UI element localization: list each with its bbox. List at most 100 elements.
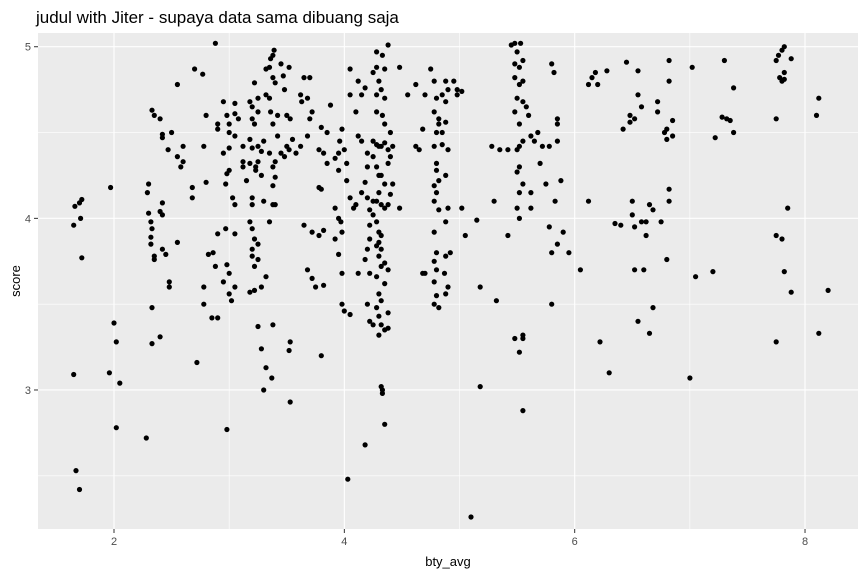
data-point: [666, 186, 672, 192]
data-point: [655, 109, 661, 115]
data-point: [270, 121, 276, 127]
data-point: [278, 150, 284, 156]
data-point: [543, 181, 549, 187]
data-point: [376, 190, 382, 196]
data-point: [405, 92, 411, 98]
data-point: [332, 205, 338, 211]
data-point: [336, 150, 342, 156]
data-point: [189, 184, 195, 191]
data-point: [374, 92, 380, 98]
data-point: [382, 66, 388, 72]
data-point: [149, 107, 155, 113]
data-point: [247, 289, 253, 295]
data-point: [727, 117, 733, 124]
data-point: [643, 219, 649, 225]
data-point: [520, 408, 526, 414]
data-point: [157, 334, 163, 340]
data-point: [251, 80, 258, 86]
data-point: [635, 318, 641, 324]
data-point: [232, 133, 238, 139]
data-point: [230, 195, 236, 201]
data-point: [269, 375, 275, 381]
data-point: [439, 129, 445, 136]
data-point: [359, 138, 365, 144]
data-point: [374, 109, 380, 115]
data-point: [431, 78, 437, 84]
x-tick-label: 2: [111, 536, 117, 548]
data-point: [378, 322, 384, 328]
data-point: [413, 143, 419, 149]
data-point: [205, 251, 211, 257]
data-point: [178, 164, 184, 170]
data-point: [773, 116, 779, 122]
data-point: [378, 87, 384, 93]
data-point: [353, 109, 359, 115]
data-point: [382, 121, 388, 127]
data-point: [658, 219, 664, 225]
data-point: [781, 269, 787, 275]
data-point: [316, 232, 322, 239]
data-point: [224, 171, 230, 177]
data-point: [367, 270, 373, 276]
data-point: [212, 40, 218, 46]
data-point: [318, 124, 324, 130]
data-point: [546, 224, 552, 230]
data-point: [512, 109, 518, 115]
data-point: [721, 57, 728, 64]
data-point: [382, 281, 388, 287]
data-point: [537, 160, 543, 166]
data-point: [554, 121, 561, 127]
data-point: [370, 138, 376, 144]
data-point: [775, 52, 782, 58]
data-point: [272, 202, 278, 208]
data-point: [514, 169, 520, 175]
data-point: [650, 305, 656, 311]
data-point: [666, 57, 672, 64]
data-point: [258, 172, 264, 178]
chart-title: judul with Jiter - supaya data sama dibu…: [35, 8, 399, 27]
plot-panel: [38, 33, 858, 529]
data-point: [514, 49, 520, 55]
data-point: [220, 150, 226, 156]
data-point: [339, 301, 345, 307]
data-point: [309, 109, 315, 115]
data-point: [355, 133, 361, 139]
data-point: [351, 205, 357, 211]
data-point: [528, 205, 534, 211]
data-point: [664, 136, 670, 142]
data-point: [635, 68, 641, 74]
data-point: [454, 92, 460, 98]
data-point: [433, 129, 440, 136]
data-point: [379, 390, 385, 396]
data-point: [462, 232, 468, 239]
data-point: [378, 232, 384, 239]
data-point: [632, 267, 638, 273]
data-point: [376, 253, 382, 259]
data-point: [382, 95, 388, 101]
data-point: [73, 468, 79, 474]
data-point: [272, 174, 278, 180]
data-point: [232, 202, 238, 208]
data-point: [813, 112, 820, 118]
data-point: [526, 112, 532, 118]
data-point: [180, 159, 186, 165]
data-point: [309, 275, 315, 281]
data-point: [174, 81, 180, 88]
data-point: [505, 147, 511, 153]
data-point: [554, 138, 561, 144]
data-point: [278, 61, 284, 67]
data-point: [585, 198, 592, 204]
data-point: [272, 80, 278, 86]
data-point: [664, 126, 670, 132]
data-point: [632, 116, 638, 122]
data-point: [258, 284, 264, 290]
data-point: [646, 202, 653, 208]
data-point: [108, 184, 114, 191]
data-point: [431, 229, 437, 235]
x-tick-label: 8: [802, 536, 808, 548]
data-point: [620, 126, 626, 132]
data-point: [627, 119, 633, 125]
data-point: [436, 305, 442, 311]
data-point: [327, 102, 334, 108]
data-point: [370, 212, 376, 218]
